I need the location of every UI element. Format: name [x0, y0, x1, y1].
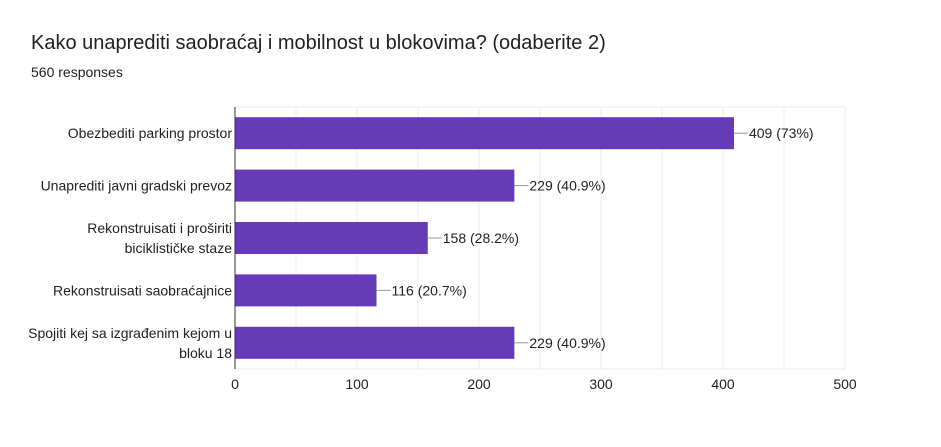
- x-tick-label: 200: [467, 376, 491, 392]
- question-title: Kako unaprediti saobraćaj i mobilnost u …: [31, 32, 606, 54]
- category-label: Unaprediti javni gradski prevoz: [41, 178, 232, 194]
- response-count: 560 responses: [31, 64, 123, 80]
- category-label: biciklističke staze: [125, 240, 233, 256]
- data-label: 229 (40.9%): [529, 178, 605, 194]
- bar: [235, 117, 734, 150]
- category-label: Obezbediti parking prostor: [68, 125, 233, 141]
- bar: [235, 169, 515, 202]
- x-tick-label: 400: [711, 376, 735, 392]
- category-label: bloku 18: [179, 345, 232, 361]
- x-tick-label: 300: [589, 376, 613, 392]
- bar: [235, 326, 515, 359]
- category-label: Spojiti kej sa izgrađenim kejom u: [28, 325, 232, 341]
- category-label: Rekonstruisati saobraćajnice: [53, 282, 232, 298]
- data-label: 409 (73%): [749, 125, 814, 141]
- bar: [235, 274, 377, 307]
- data-label: 158 (28.2%): [443, 230, 519, 246]
- x-tick-label: 100: [345, 376, 369, 392]
- x-tick-label: 0: [231, 376, 239, 392]
- data-label: 229 (40.9%): [529, 335, 605, 351]
- data-label: 116 (20.7%): [392, 282, 467, 298]
- bar: [235, 222, 428, 254]
- x-tick-label: 500: [833, 376, 857, 392]
- category-label: Rekonstruisati i proširiti: [87, 220, 232, 236]
